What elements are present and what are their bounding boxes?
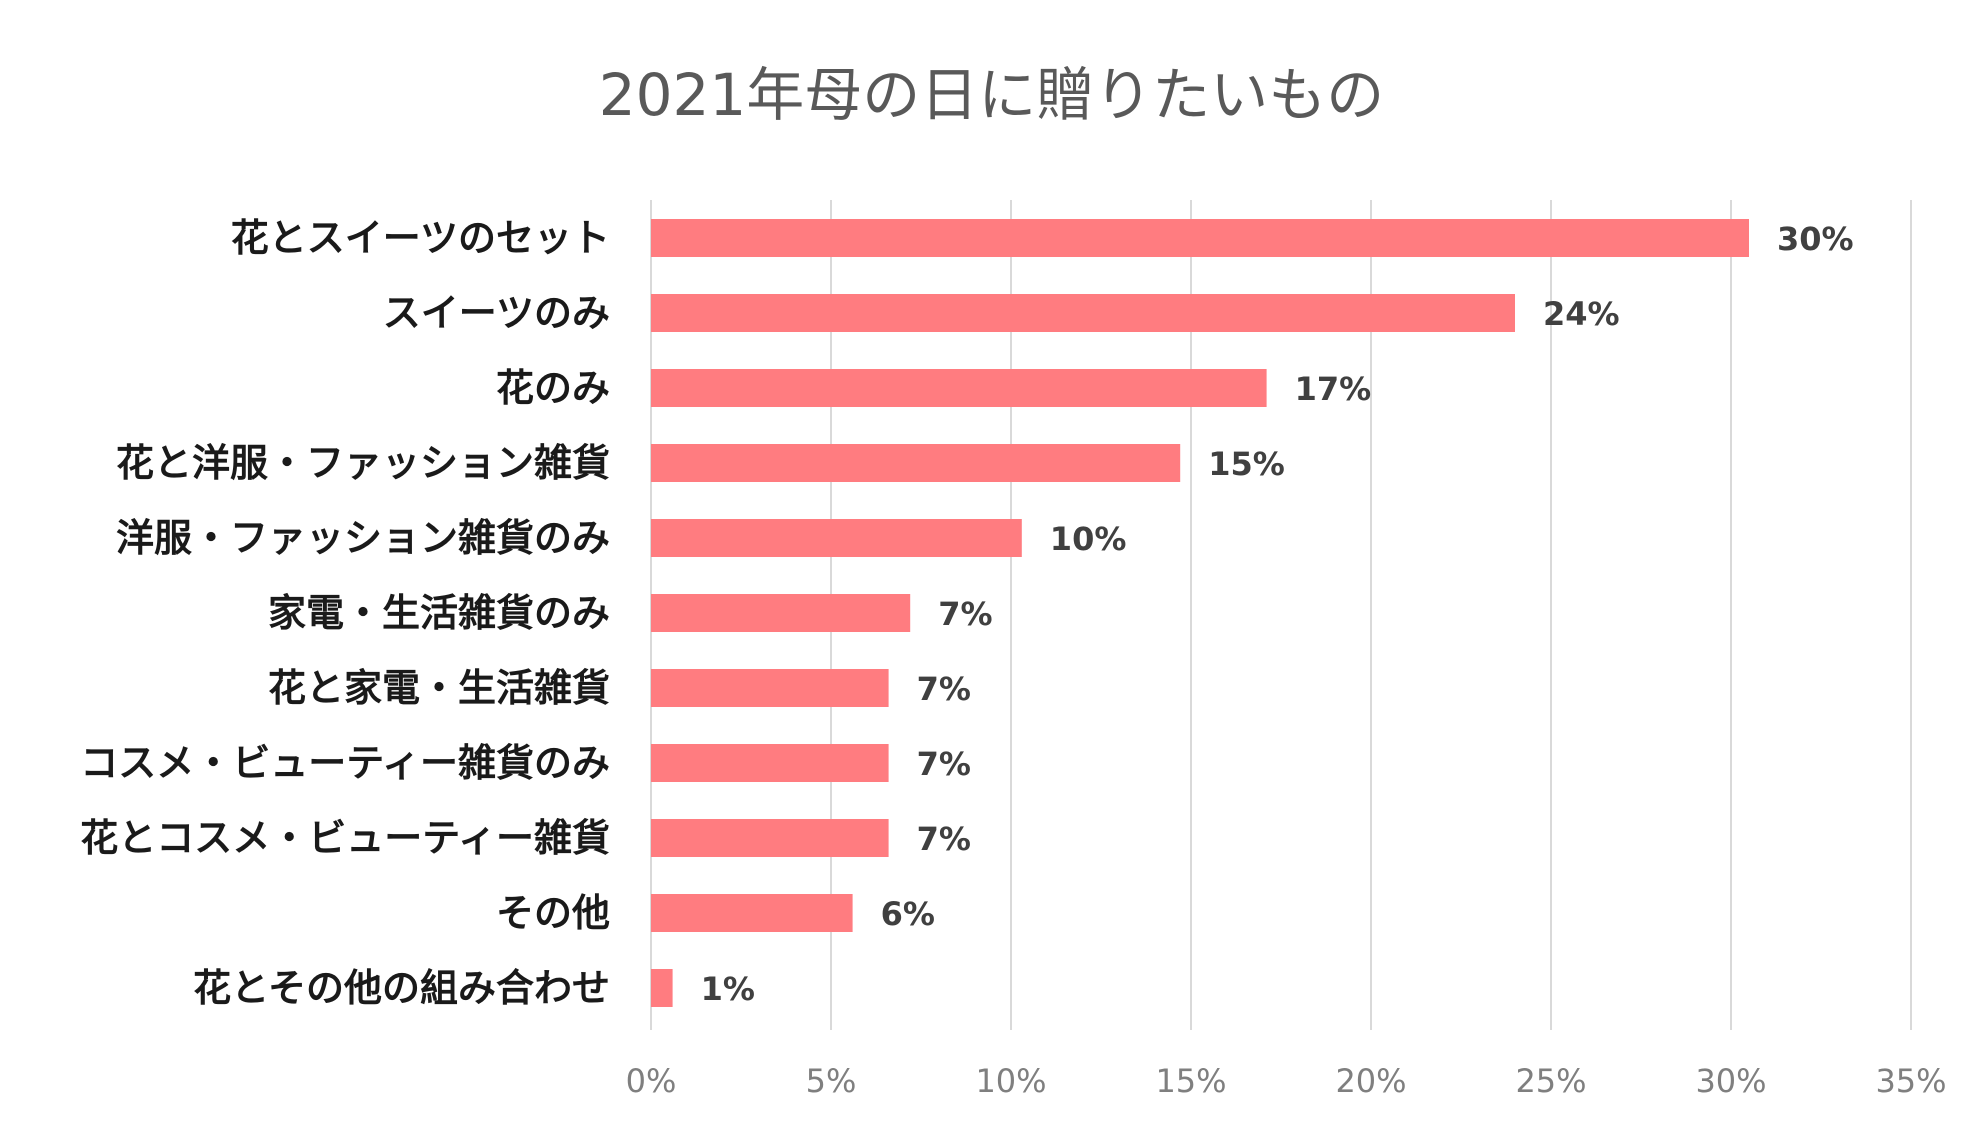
bar: [651, 219, 1749, 257]
x-tick-label: 5%: [806, 1062, 857, 1100]
x-tick-label: 10%: [975, 1062, 1046, 1100]
x-tick-label: 0%: [626, 1062, 677, 1100]
data-label: 7%: [917, 820, 971, 858]
data-label: 10%: [1050, 520, 1127, 558]
category-label: 花とコスメ・ビューティー雑貨: [80, 816, 610, 860]
category-label: スイーツのみ: [383, 291, 610, 335]
bar: [651, 519, 1022, 557]
x-axis-tick-labels: 0% 5% 10% 15% 20% 25% 30% 35%: [626, 1062, 1947, 1100]
category-label: 花とその他の組み合わせ: [193, 966, 610, 1010]
category-label: コスメ・ビューティー雑貨のみ: [80, 741, 610, 785]
category-label: その他: [496, 891, 610, 935]
category-label: 家電・生活雑貨のみ: [268, 591, 610, 635]
x-tick-label: 15%: [1155, 1062, 1226, 1100]
value-labels: 30% 24% 17% 15% 10% 7% 7% 7% 7% 6% 1%: [701, 220, 1854, 1008]
bar: [651, 744, 889, 782]
category-label: 花のみ: [496, 366, 610, 410]
x-tick-label: 30%: [1695, 1062, 1766, 1100]
bars: [651, 219, 1749, 1007]
chart-title: 2021年母の日に贈りたいもの: [598, 61, 1385, 129]
data-label: 15%: [1208, 445, 1285, 483]
bar: [651, 594, 911, 632]
bar: [651, 819, 889, 857]
bar: [651, 669, 889, 707]
x-tick-label: 25%: [1515, 1062, 1586, 1100]
category-label: 洋服・ファッション雑貨のみ: [116, 516, 610, 560]
category-label: 花と家電・生活雑貨: [268, 666, 610, 710]
data-label: 6%: [881, 895, 935, 933]
data-label: 17%: [1295, 370, 1372, 408]
data-label: 7%: [917, 670, 971, 708]
data-label: 24%: [1543, 295, 1620, 333]
bar: [651, 444, 1181, 482]
category-label: 花とスイーツのセット: [231, 216, 610, 260]
data-label: 30%: [1777, 220, 1854, 258]
x-tick-label: 35%: [1875, 1062, 1946, 1100]
bar: [651, 294, 1515, 332]
category-labels: 花とスイーツのセットスイーツのみ花のみ花と洋服・ファッション雑貨洋服・ファッショ…: [80, 216, 610, 1010]
bar: [651, 369, 1267, 407]
bar: [651, 969, 673, 1007]
data-label: 1%: [701, 970, 755, 1008]
x-tick-label: 20%: [1335, 1062, 1406, 1100]
data-label: 7%: [938, 595, 992, 633]
data-label: 7%: [917, 745, 971, 783]
bar: [651, 894, 853, 932]
category-label: 花と洋服・ファッション雑貨: [116, 441, 610, 485]
